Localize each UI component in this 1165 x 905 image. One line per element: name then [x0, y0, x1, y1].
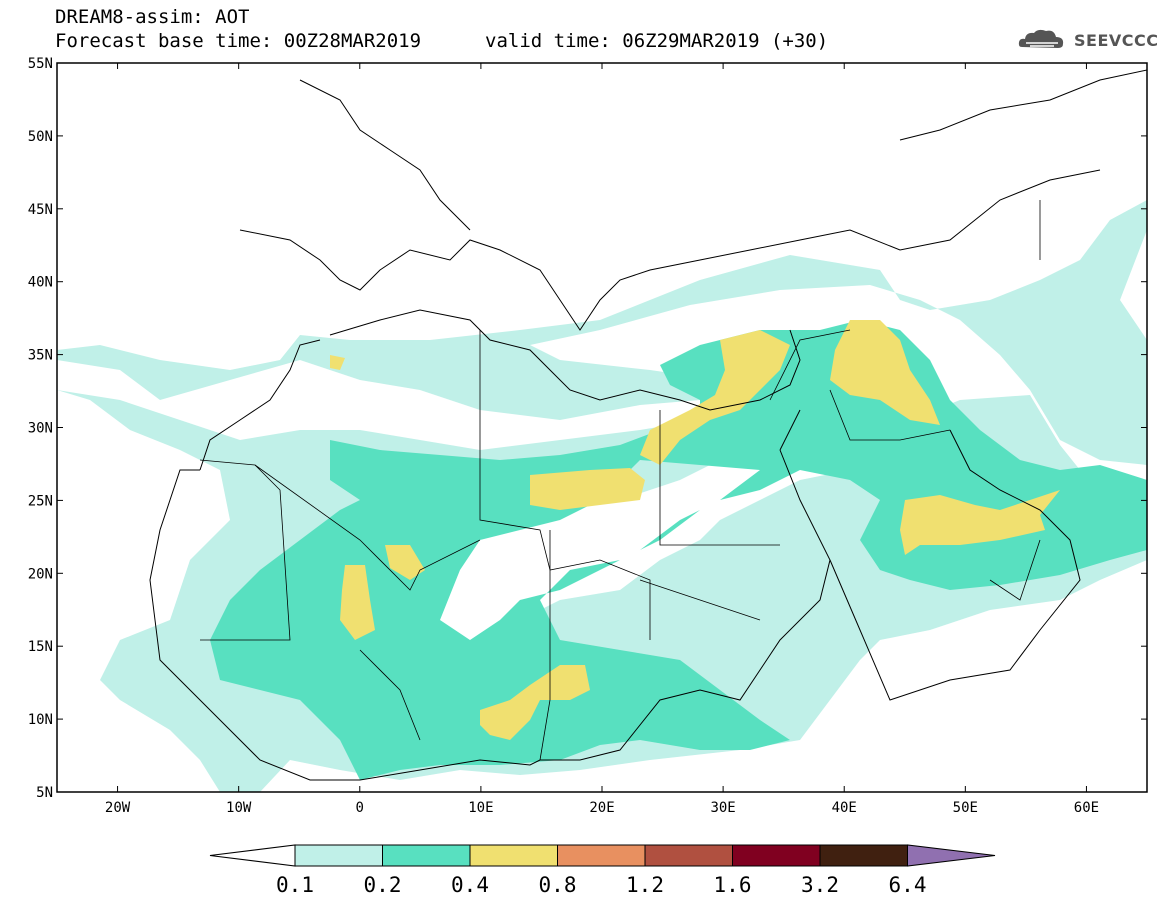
colorbar-label: 1.6: [714, 873, 752, 897]
lon-label: 10E: [468, 800, 493, 816]
lat-label: 10N: [28, 712, 53, 728]
lon-label: 10W: [226, 800, 252, 816]
colorbar-segment: [557, 844, 646, 867]
lon-label: 50E: [953, 800, 978, 816]
colorbar-segment: [469, 844, 558, 867]
latitude-axis: 55N 50N 45N 40N 35N 30N 25N 20N 15N 10N 5N: [28, 56, 1147, 801]
map-title: DREAM8-assim: AOT: [55, 6, 250, 28]
lon-label: 30E: [710, 800, 735, 816]
colorbar-high-arrow: [907, 844, 996, 867]
lat-label: 15N: [28, 639, 53, 655]
colorbar-label: 0.1: [276, 873, 314, 897]
lon-label: 20W: [105, 800, 131, 816]
lat-label: 50N: [28, 129, 53, 145]
aot-field: [57, 200, 1147, 792]
lat-label: 55N: [28, 56, 53, 72]
colorbar-segment: [294, 844, 383, 867]
colorbar-low-arrow: [209, 844, 296, 867]
cloud-logo-icon: [1018, 29, 1064, 48]
colorbar-label: 3.2: [801, 873, 839, 897]
longitude-axis: 20W 10W 0 10E 20E 30E 40E 50E 60E: [105, 63, 1099, 816]
aot-0.4-regions: [330, 320, 1060, 740]
lat-label: 25N: [28, 493, 53, 509]
colorbar-label: 1.2: [626, 873, 664, 897]
colorbar-segment: [732, 844, 821, 867]
colorbar-segment: [644, 844, 733, 867]
colorbar-label: 0.8: [539, 873, 577, 897]
lon-label: 60E: [1074, 800, 1099, 816]
colorbar-label: 0.4: [451, 873, 489, 897]
aot-0.2-region: [210, 320, 1147, 780]
colorbar-segment: [382, 844, 471, 867]
logo-text: SEEVCCC: [1074, 31, 1159, 50]
country-borders: [199, 200, 1041, 761]
colorbar-segment: [819, 844, 908, 867]
valid-time: valid time: 06Z29MAR2019 (+30): [485, 30, 829, 52]
lat-label: 40N: [28, 275, 53, 291]
lat-label: 20N: [28, 566, 53, 582]
lon-label: 40E: [832, 800, 857, 816]
lat-label: 5N: [36, 785, 53, 801]
lon-label: 0: [356, 800, 364, 816]
lon-label: 20E: [589, 800, 614, 816]
coastlines: [149, 69, 1147, 781]
lat-label: 30N: [28, 421, 53, 437]
lat-label: 45N: [28, 202, 53, 218]
forecast-base-time: Forecast base time: 00Z28MAR2019: [55, 30, 422, 52]
lat-label: 35N: [28, 348, 53, 364]
colorbar: 0.1 0.2 0.4 0.8 1.2 1.6 3.2 6.4: [209, 844, 996, 897]
colorbar-label: 6.4: [889, 873, 927, 897]
colorbar-label: 0.2: [364, 873, 402, 897]
